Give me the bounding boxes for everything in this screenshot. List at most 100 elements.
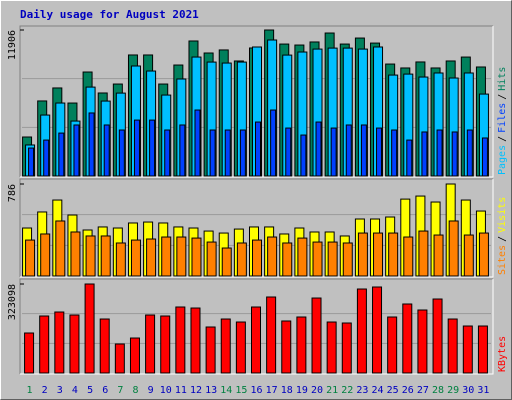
x-tick-label: 16 [250, 385, 262, 396]
bar [220, 318, 231, 374]
legend-separator: / [497, 236, 508, 242]
bar [28, 147, 35, 177]
bar [391, 129, 398, 177]
bar [179, 124, 186, 177]
x-tick-label: 3 [57, 385, 63, 396]
bar [436, 129, 443, 177]
x-tick-label: 7 [117, 385, 123, 396]
bar [270, 109, 277, 177]
bar [206, 241, 217, 277]
x-tick-label: 2 [42, 385, 48, 396]
x-tick-label: 23 [356, 385, 368, 396]
panel-edge-dark [19, 278, 493, 374]
legend-entry: Sites [497, 245, 508, 275]
bar [175, 306, 186, 374]
bar [297, 237, 308, 277]
x-tick-label: 22 [341, 385, 353, 396]
panel-edge-light [20, 179, 494, 278]
bar [357, 232, 368, 277]
x-tick-label: 20 [311, 385, 323, 396]
bar [25, 239, 36, 277]
legend-separator: / [497, 94, 508, 100]
bar [251, 306, 261, 374]
bar [432, 298, 443, 374]
bar [342, 242, 353, 277]
x-tick-label: 10 [160, 385, 172, 396]
x-tick-label: 11 [175, 385, 187, 396]
bar [418, 230, 429, 277]
x-tick-label: 31 [477, 385, 489, 396]
bar [406, 139, 413, 177]
bar [190, 307, 201, 374]
bar [40, 233, 51, 277]
bar [161, 236, 172, 277]
x-tick-label: 21 [326, 385, 338, 396]
bar [99, 318, 110, 374]
bar [402, 303, 413, 374]
bar [235, 321, 246, 374]
bar [55, 220, 66, 277]
x-tick-label: 15 [235, 385, 247, 396]
bar [373, 232, 384, 277]
y-tick-label: 786 [7, 184, 18, 202]
x-tick-label: 1 [27, 385, 33, 396]
x-tick-label: 26 [402, 385, 414, 396]
bar [477, 325, 488, 374]
bar [73, 124, 80, 177]
bar [115, 242, 126, 277]
bar [451, 131, 458, 177]
legend-entry: KBytes [497, 336, 508, 372]
panel-edge-dark [19, 25, 493, 177]
legend-entry: Visits [497, 197, 508, 233]
bar [194, 109, 201, 177]
bar [433, 234, 444, 277]
bar [69, 314, 80, 374]
x-tick-label: 18 [281, 385, 293, 396]
bar [266, 296, 277, 374]
bar [281, 320, 292, 374]
x-tick-label: 5 [87, 385, 93, 396]
bar [417, 309, 428, 374]
bar [360, 124, 367, 177]
bar [24, 332, 35, 374]
bar [160, 315, 171, 374]
x-tick-label: 25 [387, 385, 399, 396]
bar [330, 127, 337, 177]
legend-separator: / [497, 136, 508, 142]
bar [145, 314, 156, 374]
legend: Pages / Files / Hits [497, 67, 508, 175]
x-tick-label: 24 [372, 385, 384, 396]
x-tick-label: 30 [462, 385, 474, 396]
bar [387, 316, 398, 374]
bar [43, 139, 50, 177]
bar [176, 236, 187, 277]
bar [191, 237, 202, 277]
panel-edge-dark [19, 178, 493, 277]
bar [252, 239, 262, 277]
bar [356, 288, 367, 374]
bar [311, 297, 322, 374]
bar [118, 129, 125, 177]
bar [327, 241, 338, 277]
bar [103, 124, 110, 177]
bar [255, 121, 261, 177]
legend: KBytes [497, 336, 508, 372]
bar [54, 311, 65, 374]
x-tick-label: 6 [102, 385, 108, 396]
x-tick-label: 27 [417, 385, 429, 396]
bar [462, 325, 473, 374]
bar [300, 134, 307, 177]
bar [345, 124, 352, 177]
bar [421, 131, 428, 177]
bar [478, 232, 489, 277]
bar [58, 132, 65, 177]
bar [447, 318, 458, 374]
bar [39, 315, 50, 374]
bar [463, 234, 474, 277]
bar [221, 247, 232, 277]
bar [388, 232, 399, 277]
bar [70, 231, 81, 277]
legend-entry: Pages [497, 145, 508, 175]
